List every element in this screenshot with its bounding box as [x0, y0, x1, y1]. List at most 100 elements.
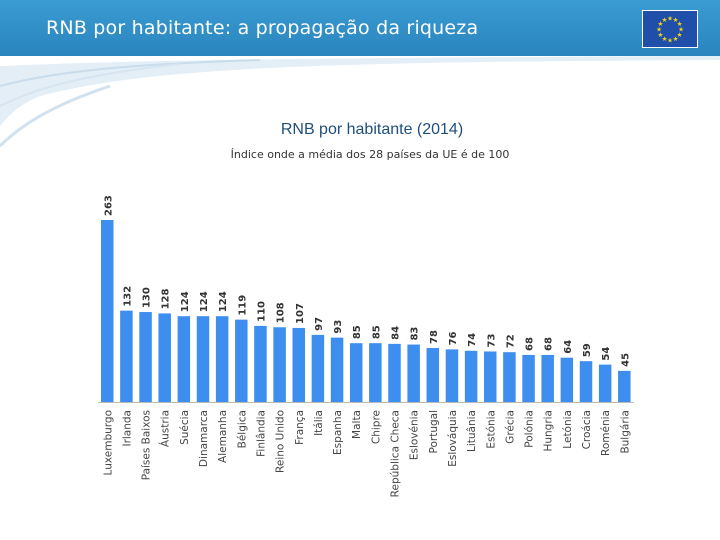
- category-label-18: Eslováquia: [447, 410, 459, 467]
- eu-star-icon: ★: [673, 35, 679, 43]
- value-label-0: 263: [103, 195, 114, 216]
- category-label-25: Croácia: [581, 410, 593, 449]
- category-label-22: Polónia: [524, 410, 536, 448]
- category-label-14: Chipre: [370, 410, 382, 444]
- value-label-7: 119: [237, 295, 248, 316]
- value-label-9: 108: [276, 302, 287, 323]
- bar-2: [139, 312, 152, 402]
- category-label-17: Portugal: [428, 410, 440, 454]
- category-label-0: Luxemburgo: [102, 410, 114, 475]
- value-label-10: 107: [295, 303, 306, 324]
- value-label-12: 93: [333, 320, 344, 334]
- bar-21: [503, 352, 516, 402]
- category-labels-group: Luxemburgo Irlanda Países Baixos Áustria Sué…: [102, 410, 631, 497]
- category-label-6: Alemanha: [217, 410, 229, 463]
- category-label-4: Suécia: [179, 410, 191, 445]
- bar-20: [484, 351, 497, 402]
- bar-9: [273, 327, 286, 402]
- category-label-20: Estónia: [485, 410, 497, 449]
- bar-27: [618, 370, 631, 402]
- bar-8: [254, 325, 267, 402]
- category-label-1: Irlanda: [121, 410, 133, 447]
- chart-title: RNB por habitante (2014): [281, 121, 463, 138]
- bar-16: [407, 344, 420, 402]
- value-label-1: 132: [122, 286, 133, 307]
- category-label-11: Itália: [313, 410, 325, 436]
- value-label-19: 74: [467, 333, 478, 347]
- value-label-18: 76: [448, 331, 459, 345]
- value-label-20: 73: [486, 334, 497, 348]
- bar-4: [177, 316, 191, 402]
- category-label-16: Eslovénia: [409, 410, 421, 460]
- eu-star-icon: ★: [677, 31, 683, 39]
- eu-star-icon: ★: [667, 37, 673, 45]
- value-label-13: 85: [352, 325, 363, 339]
- value-label-14: 85: [371, 325, 382, 339]
- eu-stars: ★ ★★★★★★★★★★★: [656, 15, 684, 45]
- bar-24: [560, 357, 574, 402]
- value-label-15: 84: [391, 326, 402, 340]
- bar-22: [522, 354, 535, 402]
- value-labels-group: 263 132 130 128 124 124 124 119 110 108 107 97 93 85 8…: [103, 195, 631, 367]
- value-label-26: 54: [601, 347, 612, 361]
- bar-6: [215, 316, 229, 402]
- bar-7: [235, 319, 248, 402]
- bar-26: [598, 364, 612, 402]
- eu-star-icon: ★: [658, 20, 664, 28]
- bars-group: [101, 220, 631, 402]
- bar-10: [292, 327, 305, 402]
- value-label-16: 83: [410, 327, 421, 341]
- bar-14: [369, 343, 382, 402]
- eu-star-icon: ★: [662, 16, 668, 24]
- category-label-27: Bulgária: [619, 410, 631, 454]
- value-label-22: 68: [525, 337, 536, 351]
- category-label-15: República Checa: [390, 410, 402, 497]
- slide-title: RNB por habitante: a propagação da rique…: [46, 17, 479, 39]
- slide-header: RNB por habitante: a propagação da rique…: [0, 0, 720, 56]
- category-label-3: Áustria: [159, 410, 172, 447]
- eu-star-icon: ★: [677, 20, 683, 28]
- category-label-24: Letónia: [562, 410, 574, 449]
- bar-11: [311, 334, 325, 402]
- eu-star-icon: ★: [658, 31, 664, 39]
- category-label-21: Grécia: [504, 410, 516, 444]
- decorative-swoosh: [0, 56, 720, 148]
- bar-3: [158, 313, 171, 402]
- value-label-6: 124: [218, 291, 229, 312]
- category-label-10: França: [294, 410, 306, 445]
- value-label-24: 64: [563, 340, 574, 354]
- value-label-3: 128: [161, 289, 172, 310]
- category-label-9: Reino Unido: [275, 410, 287, 473]
- bar-18: [445, 349, 459, 402]
- chart-subtitle: Índice onde a média dos 28 países da UE …: [231, 148, 510, 161]
- eu-star-icon: ★: [656, 26, 662, 34]
- category-label-19: Lituânia: [466, 410, 478, 452]
- value-label-2: 130: [142, 287, 153, 308]
- eu-star-icon: ★: [662, 35, 668, 43]
- eu-star-icon: ★: [678, 26, 684, 34]
- category-label-12: Espanha: [332, 410, 344, 455]
- bar-25: [579, 361, 593, 402]
- value-label-25: 59: [582, 343, 593, 357]
- value-label-4: 124: [180, 291, 191, 312]
- bar-0: [101, 220, 114, 402]
- bar-1: [120, 310, 133, 402]
- bar-13: [349, 343, 363, 402]
- value-label-11: 97: [314, 317, 325, 331]
- category-label-2: Países Baixos: [141, 410, 153, 480]
- eu-star-icon: ★: [673, 16, 679, 24]
- value-label-21: 72: [505, 334, 516, 348]
- eu-flag-icon: ★ ★ ★ ★ ★ ★ ★ ★ ★ ★ ★ ★: [642, 10, 698, 48]
- value-label-23: 68: [544, 337, 555, 351]
- value-label-8: 110: [256, 301, 267, 322]
- bar-19: [464, 350, 478, 402]
- value-label-27: 45: [620, 353, 631, 367]
- value-label-17: 78: [429, 330, 440, 344]
- bar-5: [196, 316, 210, 402]
- category-label-7: Bélgica: [236, 410, 248, 448]
- bar-23: [541, 354, 554, 402]
- category-label-23: Hungria: [543, 410, 555, 452]
- category-label-26: Roménia: [600, 410, 612, 456]
- bar-17: [426, 348, 440, 402]
